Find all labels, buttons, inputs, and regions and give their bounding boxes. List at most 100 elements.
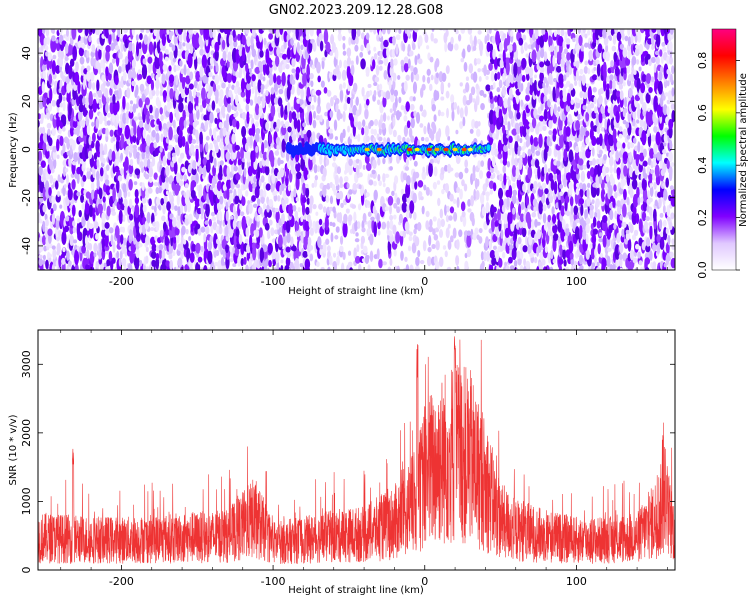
spectrogram-cell — [64, 56, 69, 61]
spectrogram-cell — [496, 265, 500, 270]
spectrogram-cell — [122, 183, 127, 193]
spectrogram-cell — [184, 217, 190, 226]
spectrogram-cell — [659, 231, 664, 238]
spectrogram-cell — [168, 74, 175, 84]
spectrogram-cell — [118, 188, 122, 199]
spectrogram-cell — [317, 95, 321, 107]
spectrogram-cell — [123, 198, 128, 207]
spectrogram-cell — [81, 215, 86, 228]
spectrogram-cell — [359, 51, 364, 58]
spectrogram-cell — [506, 197, 510, 208]
spectrogram-cell — [447, 82, 451, 88]
spectrogram-cell — [177, 218, 181, 230]
spectrogram-cell — [500, 229, 504, 239]
spectrogram-cell — [103, 200, 107, 212]
spectrogram-cell — [186, 68, 190, 76]
spectrogram-cell — [652, 157, 657, 168]
spectrogram-cell — [404, 256, 408, 263]
spectrogram-cell — [512, 42, 517, 53]
spectrogram-cell — [162, 155, 167, 167]
spectrogram-cell — [50, 207, 54, 215]
spectrogram-cell — [334, 97, 340, 105]
spectrogram-cell — [169, 87, 174, 100]
spectrogram-cell — [282, 213, 285, 225]
spectrogram-cell — [454, 43, 459, 51]
spectrogram-cell — [68, 42, 74, 56]
spectrogram-cell — [199, 29, 204, 36]
spectrogram-cell — [646, 83, 650, 89]
spectrogram-cell — [155, 57, 161, 70]
spectrogram-cell — [184, 160, 189, 170]
spectrogram-cell — [254, 94, 258, 105]
spectrogram-cell — [503, 144, 508, 153]
spectrogram-cell — [74, 263, 79, 270]
spectrogram-cell — [609, 89, 613, 94]
spectrogram-cell — [552, 174, 557, 181]
spectrogram-cell — [360, 58, 366, 70]
spectrogram-cell — [582, 104, 587, 111]
spectrogram-cell — [496, 71, 501, 80]
spectrogram-cell — [259, 73, 263, 80]
spectrogram-cell — [358, 159, 362, 170]
spectrogram-cell — [104, 222, 110, 229]
spectrogram-cell — [293, 117, 298, 130]
spectrogram-cell — [51, 60, 56, 75]
spectrogram-cell — [564, 235, 568, 241]
spectrogram-cell — [147, 187, 153, 194]
spectrogram-cell — [46, 36, 50, 45]
spectrogram-cell — [342, 110, 346, 123]
spectrogram-cell — [328, 128, 333, 134]
spectrogram-cell — [93, 242, 98, 253]
spectrogram-cell — [604, 118, 608, 131]
spectrogram-cell — [108, 29, 112, 35]
spectrogram-cell — [579, 91, 584, 99]
spectrogram-cell — [68, 265, 72, 270]
spectrogram-cell — [142, 58, 147, 65]
spectrogram-cell — [308, 244, 314, 251]
spectrogram-cell — [492, 142, 497, 150]
spectrogram-cell — [575, 60, 580, 69]
spectrogram-cell — [278, 88, 284, 95]
spectrogram-cell — [286, 86, 291, 100]
spectrogram-cell — [240, 241, 245, 255]
spectrogram-cell — [456, 197, 460, 208]
spectrogram-cell — [387, 115, 390, 121]
spectrogram-cell — [69, 58, 75, 67]
spectrogram-cell — [112, 186, 116, 202]
spectrogram-cell — [530, 219, 535, 230]
spectrogram-cell — [118, 196, 123, 205]
spectrogram-cell — [138, 48, 142, 57]
spectrogram-cell — [669, 29, 674, 35]
spectrogram-cell — [67, 187, 73, 201]
spectrogram-cell — [669, 251, 674, 258]
spectrogram-cell — [419, 104, 424, 112]
spectrogram-cell — [607, 247, 612, 252]
spectrogram-cell — [129, 250, 134, 264]
spectrogram-cell — [605, 51, 610, 60]
spectrogram-cell — [52, 178, 57, 183]
spectrogram-cell — [565, 223, 569, 229]
spectrogram-cell — [131, 207, 135, 213]
spectrogram-cell — [627, 29, 631, 37]
spectrogram-cell — [503, 97, 508, 109]
spectrogram-cell — [386, 46, 390, 58]
spectrogram-cell — [422, 75, 426, 83]
spectrogram-cell — [135, 84, 139, 96]
spectrogram-cell — [406, 29, 411, 38]
spectrogram-cell — [309, 227, 314, 236]
spectrogram-cell — [381, 221, 387, 230]
spectrogram-cell — [308, 111, 313, 126]
spectrogram-cell — [241, 34, 246, 46]
spectrogram-cell — [285, 220, 291, 233]
spectrogram-cell — [547, 72, 553, 85]
spectrogram-cell — [646, 53, 651, 60]
spectrogram-cell — [534, 159, 540, 169]
spectrogram-cell — [519, 138, 523, 144]
spectrogram-cell — [525, 195, 530, 206]
spectrogram-cell — [118, 209, 123, 225]
spectrogram-cell — [207, 250, 213, 265]
spectrogram-cell — [666, 216, 671, 222]
spectrogram-cell — [246, 111, 250, 124]
spectrogram-cell — [342, 82, 346, 89]
spectrogram-cell — [55, 215, 60, 221]
